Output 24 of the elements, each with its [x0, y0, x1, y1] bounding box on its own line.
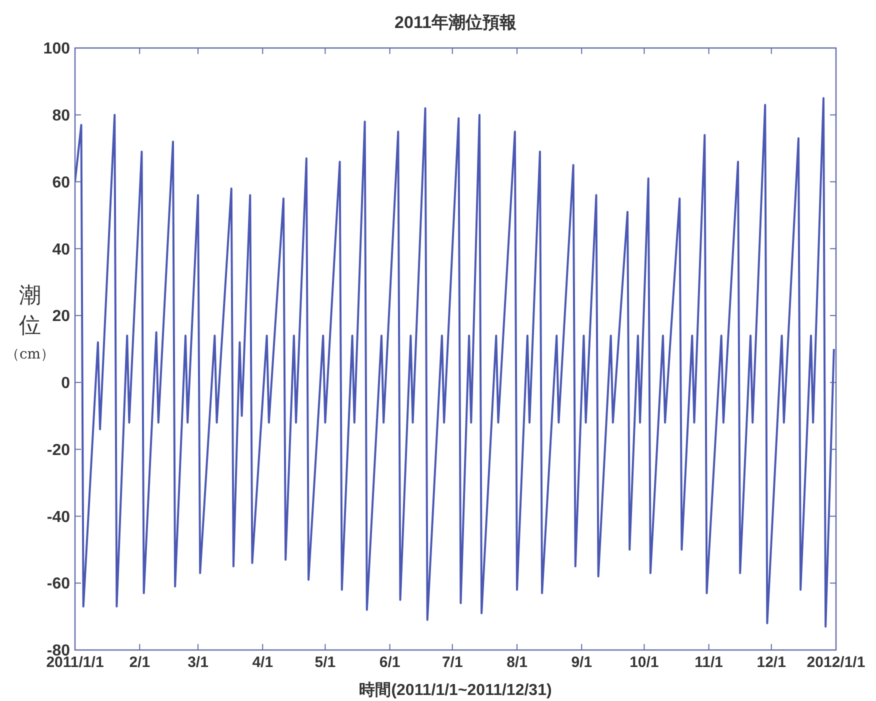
x-tick-label: 9/1	[571, 654, 592, 671]
y-tick-label: 100	[43, 40, 70, 58]
x-tick-label: 5/1	[314, 654, 336, 671]
y-tick-label: 0	[61, 375, 70, 392]
x-tick-label: 10/1	[630, 654, 659, 671]
chart-title: 2011年潮位預報	[394, 13, 518, 32]
line-series	[75, 97, 835, 628]
y-tick-label: 20	[52, 308, 70, 326]
y-tick-label: 40	[52, 241, 70, 258]
y-tick-label: -20	[46, 442, 70, 459]
x-tick-label: 6/1	[379, 654, 400, 671]
x-tick-label: 12/1	[756, 654, 786, 671]
x-tick-label: 7/1	[442, 654, 463, 671]
y-tick-label: -40	[46, 508, 70, 526]
x-tick-label: 11/1	[694, 654, 724, 671]
x-tick-label: 2012/1/1	[806, 654, 866, 671]
x-tick-label: 3/1	[188, 654, 208, 671]
x-tick-label: 4/1	[252, 654, 274, 671]
y-tick-label: 80	[52, 107, 70, 124]
y-tick-label: 60	[52, 174, 70, 192]
x-tick-label: 2/1	[129, 654, 150, 671]
x-axis-title: 時間(2011/1/1~2011/12/31)	[359, 681, 552, 699]
x-tick-label: 8/1	[506, 654, 528, 671]
y-tick-label: -60	[46, 576, 70, 593]
